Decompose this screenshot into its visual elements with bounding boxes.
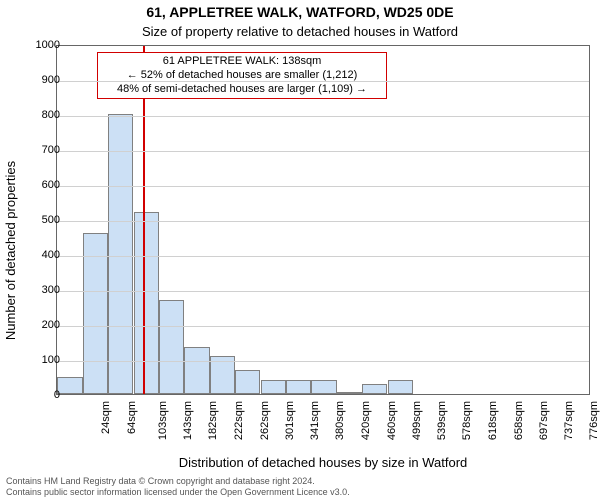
plot-area: 61 APPLETREE WALK: 138sqm← 52% of detach… bbox=[56, 45, 590, 395]
annotation-line: 48% of semi-detached houses are larger (… bbox=[104, 83, 380, 97]
gridline bbox=[57, 361, 589, 362]
histogram-bar bbox=[362, 384, 387, 395]
gridline bbox=[57, 291, 589, 292]
chart-root: 61, APPLETREE WALK, WATFORD, WD25 0DE Si… bbox=[0, 0, 600, 500]
histogram-bar bbox=[159, 300, 184, 395]
histogram-bar bbox=[83, 233, 108, 394]
chart-title: 61, APPLETREE WALK, WATFORD, WD25 0DE bbox=[0, 4, 600, 20]
x-tick-label: 262sqm bbox=[259, 401, 271, 440]
y-tick-label: 800 bbox=[24, 109, 60, 121]
footer-line-1: Contains HM Land Registry data © Crown c… bbox=[6, 476, 350, 487]
y-tick-label: 300 bbox=[24, 284, 60, 296]
x-tick-label: 618sqm bbox=[487, 401, 499, 440]
gridline bbox=[57, 221, 589, 222]
histogram-bar bbox=[184, 347, 209, 394]
x-tick-label: 460sqm bbox=[386, 401, 398, 440]
x-tick-label: 222sqm bbox=[233, 401, 245, 440]
histogram-bar bbox=[286, 380, 311, 394]
histogram-bar bbox=[134, 212, 159, 394]
x-tick-label: 64sqm bbox=[126, 401, 138, 434]
y-tick-label: 200 bbox=[24, 319, 60, 331]
x-tick-label: 776sqm bbox=[589, 401, 600, 440]
y-tick-label: 0 bbox=[24, 389, 60, 401]
histogram-bar bbox=[235, 370, 260, 395]
y-tick-label: 600 bbox=[24, 179, 60, 191]
histogram-bar bbox=[337, 392, 362, 394]
histogram-bar bbox=[261, 380, 286, 394]
x-tick-label: 24sqm bbox=[100, 401, 112, 434]
x-tick-label: 539sqm bbox=[437, 401, 449, 440]
attribution-footer: Contains HM Land Registry data © Crown c… bbox=[6, 476, 350, 499]
histogram-bar bbox=[388, 380, 413, 394]
y-tick-label: 700 bbox=[24, 144, 60, 156]
x-tick-label: 737sqm bbox=[564, 401, 576, 440]
x-tick-label: 301sqm bbox=[284, 401, 296, 440]
y-tick-label: 500 bbox=[24, 214, 60, 226]
plot-rect: 61 APPLETREE WALK: 138sqm← 52% of detach… bbox=[56, 45, 590, 395]
histogram-bar bbox=[57, 377, 82, 395]
histogram-bar bbox=[108, 114, 133, 394]
x-tick-label: 182sqm bbox=[207, 401, 219, 440]
gridline bbox=[57, 326, 589, 327]
footer-line-2: Contains public sector information licen… bbox=[6, 487, 350, 498]
x-axis-label: Distribution of detached houses by size … bbox=[56, 455, 590, 470]
x-tick-label: 499sqm bbox=[411, 401, 423, 440]
x-tick-label: 143sqm bbox=[182, 401, 194, 440]
chart-subtitle: Size of property relative to detached ho… bbox=[0, 24, 600, 39]
y-axis-label: Number of detached properties bbox=[2, 0, 20, 500]
y-axis-label-text: Number of detached properties bbox=[4, 160, 19, 339]
x-tick-label: 658sqm bbox=[513, 401, 525, 440]
y-tick-label: 1000 bbox=[24, 39, 60, 51]
y-tick-label: 100 bbox=[24, 354, 60, 366]
x-tick-label: 578sqm bbox=[462, 401, 474, 440]
annotation-line: 61 APPLETREE WALK: 138sqm bbox=[104, 55, 380, 69]
x-tick-label: 420sqm bbox=[360, 401, 372, 440]
annotation-box: 61 APPLETREE WALK: 138sqm← 52% of detach… bbox=[97, 52, 387, 99]
y-tick-label: 400 bbox=[24, 249, 60, 261]
gridline bbox=[57, 186, 589, 187]
x-tick-label: 380sqm bbox=[334, 401, 346, 440]
gridline bbox=[57, 81, 589, 82]
y-tick-label: 900 bbox=[24, 74, 60, 86]
gridline bbox=[57, 256, 589, 257]
x-tick-label: 103sqm bbox=[157, 401, 169, 440]
x-tick-label: 341sqm bbox=[309, 401, 321, 440]
x-tick-label: 697sqm bbox=[538, 401, 550, 440]
gridline bbox=[57, 151, 589, 152]
gridline bbox=[57, 116, 589, 117]
histogram-bar bbox=[311, 380, 336, 394]
